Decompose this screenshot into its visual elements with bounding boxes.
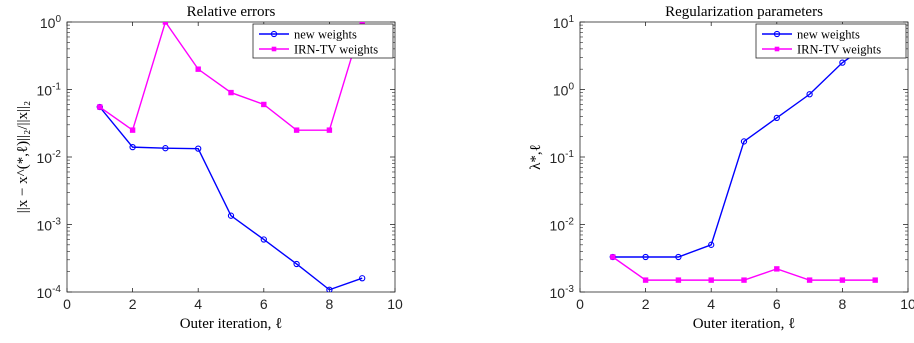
y-axis-label: ||x − x^(*,ℓ)||₂/||x||₂ — [15, 101, 31, 214]
data-point — [227, 212, 235, 219]
data-point — [129, 143, 136, 151]
legend-label: IRN-TV weights — [294, 43, 378, 57]
data-point — [806, 277, 813, 283]
y-tick-label: 100 — [553, 82, 575, 99]
chart-panel-2: Regularization parameters 0 2 4 6 8 10 10-3 10-2… — [528, 4, 914, 332]
data-point — [839, 277, 846, 283]
data-point — [806, 91, 813, 98]
data-point — [326, 127, 333, 133]
series-line — [612, 38, 876, 258]
data-point — [610, 254, 616, 260]
legend-marker — [773, 30, 781, 38]
data-point — [359, 275, 366, 282]
data-point — [740, 138, 748, 145]
data-point — [162, 22, 169, 25]
y-tick-label: 10-3 — [37, 217, 62, 234]
data-point — [872, 277, 878, 283]
y-tick-label: 100 — [40, 14, 62, 31]
data-point — [195, 66, 201, 72]
series-2 — [97, 22, 365, 133]
series-line — [99, 106, 363, 291]
x-tick-label: 10 — [900, 296, 914, 312]
legend-marker — [271, 46, 277, 52]
plot-area — [96, 22, 366, 292]
data-point — [741, 277, 747, 283]
x-tick-label: 8 — [839, 296, 847, 312]
data-point — [261, 101, 267, 108]
data-point — [675, 253, 682, 261]
data-point — [228, 89, 234, 96]
legend-label: IRN-TV weights — [797, 43, 881, 57]
x-tick-label: 6 — [773, 296, 781, 312]
x-tick-label: 0 — [576, 296, 584, 312]
x-tick-label: 6 — [260, 296, 268, 312]
x-tick-label: 2 — [129, 296, 137, 312]
data-point — [195, 145, 202, 152]
legend-label: new weights — [797, 28, 860, 42]
x-tick-label: 10 — [387, 296, 403, 312]
x-tick-label: 4 — [707, 296, 715, 312]
data-point — [293, 127, 300, 133]
y-tick-label: 10-1 — [550, 149, 575, 166]
y-tick-label: 10-1 — [37, 82, 62, 99]
data-point — [773, 114, 780, 122]
chart-panel-1: Relative errors 0 2 4 6 8 10 10-4 10-3 10-2 10-1 10… — [15, 4, 403, 332]
data-point — [708, 241, 715, 248]
x-axis-label: Outer iteration, ℓ — [693, 316, 796, 332]
legend-label: new weights — [294, 28, 357, 42]
y-tick-label: 10-2 — [37, 149, 62, 166]
data-point — [839, 59, 846, 66]
plot-area — [609, 36, 879, 283]
data-point — [260, 236, 267, 243]
x-axis-label: Outer iteration, ℓ — [180, 316, 283, 332]
x-tick-label: 4 — [194, 296, 202, 312]
data-point — [326, 286, 333, 292]
data-point — [642, 277, 649, 283]
y-tick-label: 10-3 — [550, 284, 575, 301]
data-point — [642, 253, 649, 261]
data-point — [97, 104, 103, 110]
y-tick-label: 10-4 — [37, 284, 62, 301]
legend-box — [252, 23, 394, 59]
x-tick-label: 0 — [63, 296, 71, 312]
series-2 — [610, 254, 878, 283]
data-point — [675, 277, 682, 283]
data-point — [774, 266, 780, 272]
legend-box — [755, 23, 907, 59]
x-tick-label: 2 — [642, 296, 650, 312]
chart-title: Regularization parameters — [665, 4, 823, 20]
data-point — [129, 127, 136, 133]
chart-title: Relative errors — [187, 4, 276, 20]
legend-marker — [774, 46, 780, 52]
data-point — [708, 277, 714, 283]
legend-marker — [270, 30, 278, 38]
data-point — [293, 260, 300, 268]
y-axis-label: λ*,ℓ — [528, 144, 544, 170]
data-point — [162, 145, 169, 152]
y-tick-label: 101 — [553, 14, 575, 31]
x-tick-label: 8 — [326, 296, 334, 312]
y-tick-label: 10-2 — [550, 217, 575, 234]
